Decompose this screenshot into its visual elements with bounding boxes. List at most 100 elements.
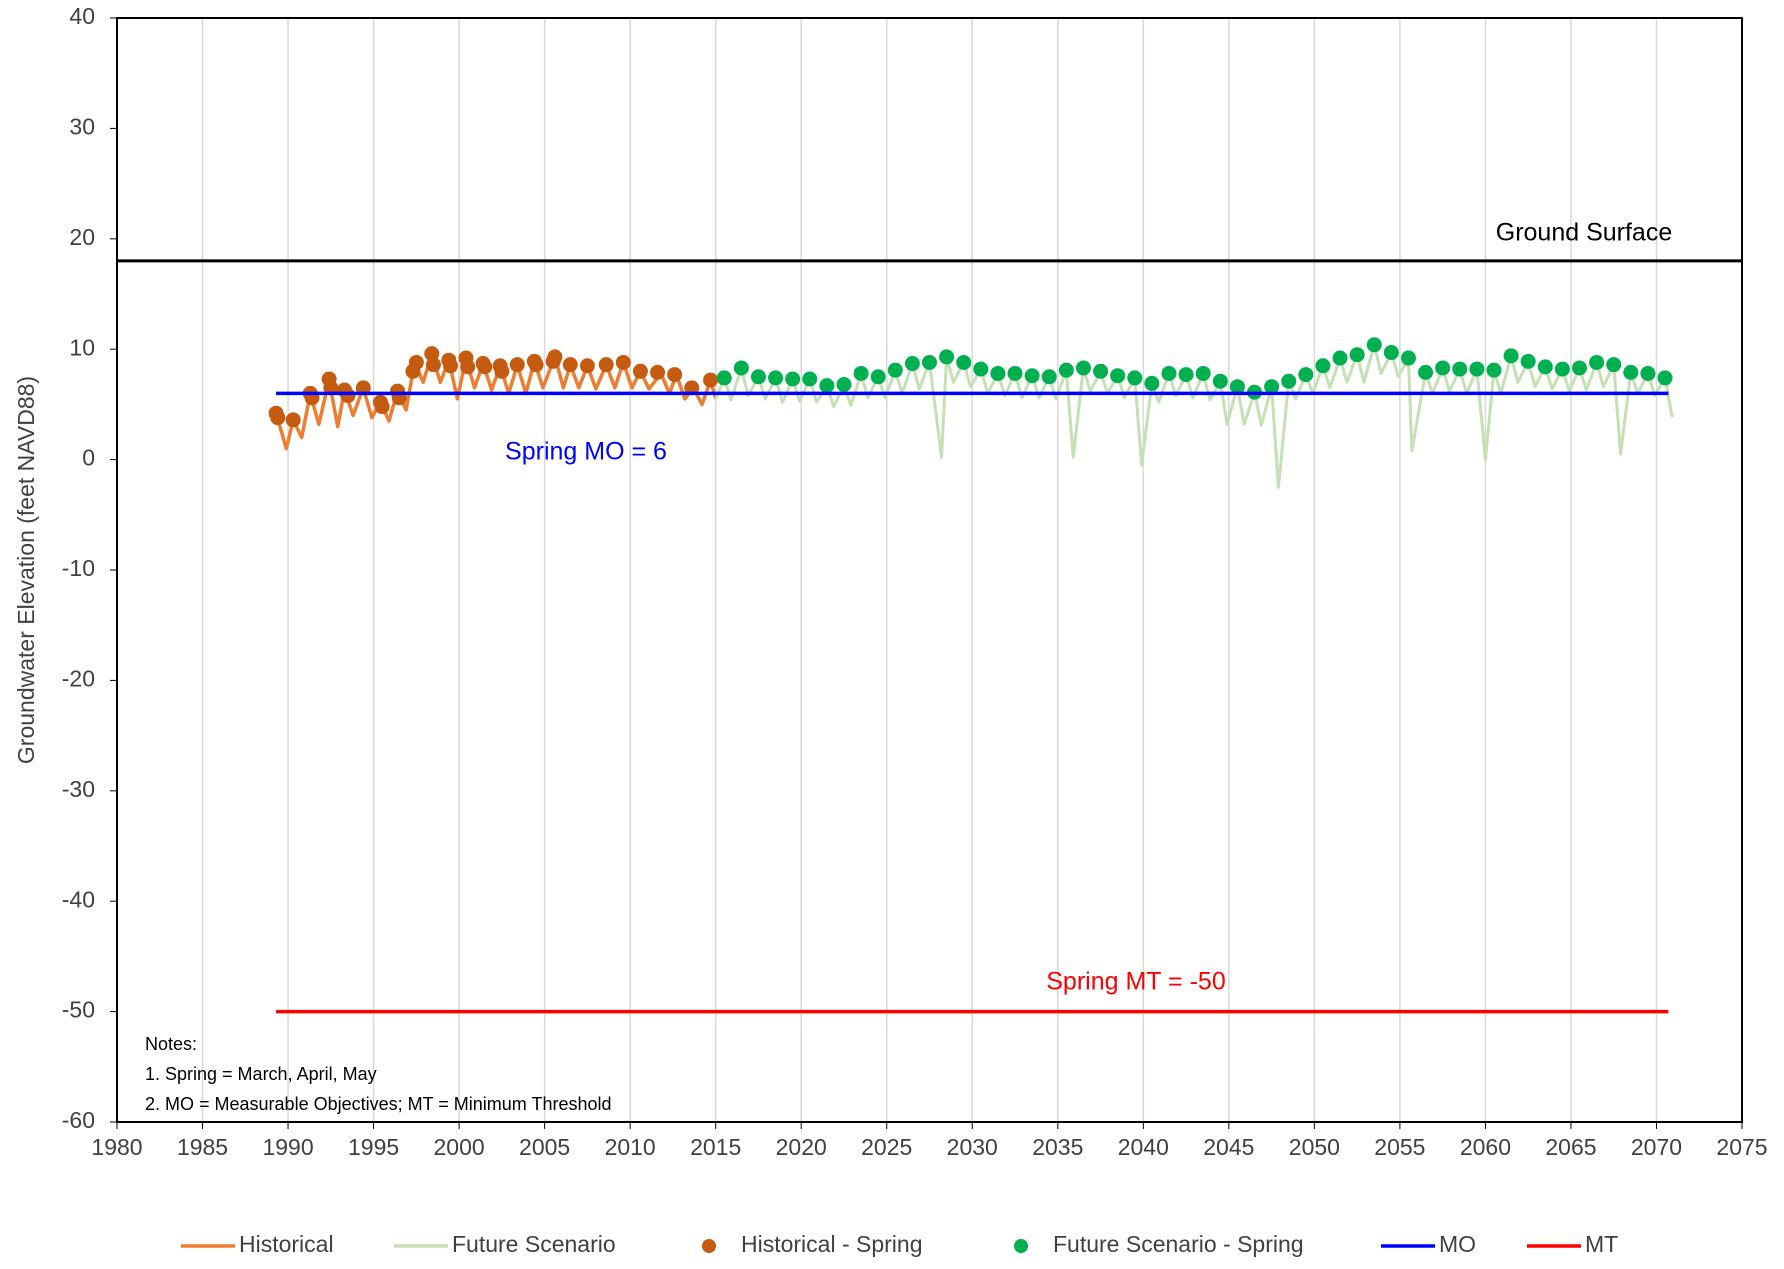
y-axis-title: Groundwater Elevation (feet NAVD88) — [13, 376, 39, 764]
legend-swatch — [702, 1239, 716, 1253]
x-tick-label: 1990 — [262, 1134, 313, 1160]
y-tick-label: -40 — [62, 886, 95, 912]
y-tick-label: 20 — [69, 224, 95, 250]
x-tick-label: 2010 — [605, 1134, 656, 1160]
spring-point — [460, 359, 476, 375]
spring-point — [547, 349, 563, 365]
note: Notes: — [145, 1034, 197, 1054]
spring-point — [632, 363, 648, 379]
x-tick-label: 1995 — [348, 1134, 399, 1160]
spring-point — [285, 412, 301, 428]
spring-point — [667, 367, 683, 383]
spring-point — [579, 358, 595, 374]
spring-point — [270, 410, 286, 426]
spring-point — [1657, 370, 1673, 386]
spring-point — [1041, 369, 1057, 385]
x-tick-label: 2075 — [1716, 1134, 1767, 1160]
spring-point — [1229, 379, 1245, 395]
y-tick-label: 0 — [82, 445, 95, 471]
spring-point — [374, 399, 390, 415]
spring-point — [323, 380, 339, 396]
spring-point — [956, 354, 972, 370]
spring-point — [1554, 361, 1570, 377]
spring-point — [939, 349, 955, 365]
spring-point — [1161, 365, 1177, 381]
spring-point — [408, 354, 424, 370]
spring-point — [1486, 362, 1502, 378]
spring-point — [528, 357, 544, 373]
x-tick-label: 2045 — [1203, 1134, 1254, 1160]
spring-point — [785, 371, 801, 387]
spring-point — [1195, 365, 1211, 381]
spring-point — [443, 358, 459, 374]
spring-point — [494, 363, 510, 379]
spring-point — [1110, 368, 1126, 384]
spring-point — [1400, 350, 1416, 366]
spring-point — [1537, 359, 1553, 375]
spring-point — [1606, 357, 1622, 373]
spring-point — [355, 380, 371, 396]
spring-point — [1503, 348, 1519, 364]
note: 2. MO = Measurable Objectives; MT = Mini… — [145, 1094, 612, 1114]
spring-point — [1623, 364, 1639, 380]
legend-label: MO — [1439, 1231, 1476, 1257]
legend-label: Historical — [239, 1231, 334, 1257]
legend-label: Future Scenario - Spring — [1053, 1231, 1304, 1257]
spring-point — [1366, 337, 1382, 353]
spring-point — [598, 357, 614, 373]
spring-point — [424, 346, 440, 362]
spring-point — [615, 354, 631, 370]
x-tick-label: 1980 — [91, 1134, 142, 1160]
spring-point — [836, 377, 852, 393]
spring-point — [802, 371, 818, 387]
spring-point — [340, 388, 356, 404]
x-tick-label: 2050 — [1289, 1134, 1340, 1160]
spring-point — [853, 365, 869, 381]
plot-frame — [116, 17, 1743, 1123]
spring-point — [1469, 361, 1485, 377]
spring-point — [650, 364, 666, 380]
spring-point — [562, 357, 578, 373]
spring-point — [1024, 368, 1040, 384]
x-tick-label: 2025 — [861, 1134, 912, 1160]
spring-point — [1093, 363, 1109, 379]
spring-point — [870, 369, 886, 385]
spring-point — [1435, 360, 1451, 376]
spring-point — [1383, 345, 1399, 361]
legend-label: MT — [1585, 1231, 1618, 1257]
spring-point — [1127, 370, 1143, 386]
x-tick-label: 2070 — [1631, 1134, 1682, 1160]
spring-point — [1007, 365, 1023, 381]
spring-point — [716, 370, 732, 386]
y-tick-label: -10 — [62, 555, 95, 581]
x-tick-label: 2035 — [1032, 1134, 1083, 1160]
x-tick-label: 2040 — [1118, 1134, 1169, 1160]
spring-point — [1640, 365, 1656, 381]
spring-point — [733, 360, 749, 376]
y-tick-label: 30 — [69, 113, 95, 139]
spring-point — [1212, 373, 1228, 389]
spring-point — [990, 365, 1006, 381]
spring-point — [1058, 362, 1074, 378]
y-tick-label: -20 — [62, 665, 95, 691]
spring-point — [1144, 375, 1160, 391]
x-tick-label: 2005 — [519, 1134, 570, 1160]
spring-point — [1418, 364, 1434, 380]
spring-point — [1572, 360, 1587, 376]
note: 1. Spring = March, April, May — [145, 1064, 377, 1084]
y-tick-label: -60 — [62, 1107, 95, 1133]
spring-point — [684, 380, 700, 396]
spring-point — [509, 357, 525, 373]
spring-point — [819, 378, 835, 394]
spring-point — [973, 361, 989, 377]
annotation: Spring MT = -50 — [1046, 968, 1225, 996]
spring-point — [425, 357, 441, 373]
x-tick-label: 2055 — [1374, 1134, 1425, 1160]
x-tick-label: 1985 — [177, 1134, 228, 1160]
spring-point — [1332, 350, 1348, 366]
spring-point — [477, 359, 493, 375]
spring-point — [1178, 367, 1194, 383]
spring-point — [1520, 353, 1536, 369]
spring-point — [1589, 354, 1605, 370]
